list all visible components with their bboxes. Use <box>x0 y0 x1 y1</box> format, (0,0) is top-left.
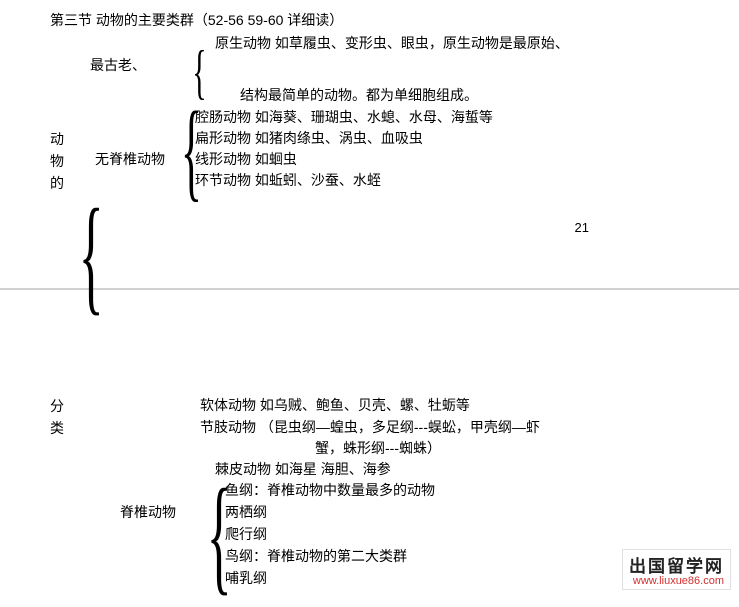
brace-icon: { <box>181 95 202 205</box>
brace-icon: { <box>207 470 232 600</box>
oldest-label: 最古老、 <box>90 55 146 75</box>
site-logo: 出国留学网 www.liuxue86.com <box>622 549 731 590</box>
bird-line: 鸟纲：脊椎动物的第二大类群 <box>225 546 407 566</box>
page-number: 21 <box>575 220 589 235</box>
left-vertical-label: 动物的 <box>50 128 66 194</box>
brace-icon: { <box>192 42 206 102</box>
echinoderm-line: 棘皮动物 如海星 海胆、海参 <box>215 459 391 479</box>
logo-sub-text: www.liuxue86.com <box>629 575 724 587</box>
page-section-2: 分类 软体动物 如乌贼、鲍鱼、贝壳、螺、牡蛎等 节肢动物 （昆虫纲—蝗虫，多足纲… <box>0 290 739 595</box>
simple-struct: 结构最简单的动物。都为单细胞组成。 <box>240 85 478 105</box>
page-section-1: 第三节 动物的主要类群（52-56 59-60 详细读） 原生动物 如草履虫、变… <box>0 0 739 290</box>
fish-line: 鱼纲：脊椎动物中数量最多的动物 <box>225 480 435 500</box>
annelid-line: 环节动物 如蚯蚓、沙蚕、水蛭 <box>195 170 381 190</box>
section-title: 第三节 动物的主要类群（52-56 59-60 详细读） <box>50 10 739 30</box>
coelenterate-line: 腔肠动物 如海葵、珊瑚虫、水螅、水母、海蜇等 <box>195 107 493 127</box>
logo-main-text: 出国留学网 <box>629 552 724 577</box>
mollusk-line: 软体动物 如乌贼、鲍鱼、贝壳、螺、牡蛎等 <box>200 395 470 415</box>
roundworm-line: 线形动物 如蛔虫 <box>195 149 297 169</box>
arthropod-line2: 蟹，蛛形纲---蜘蛛） <box>315 438 441 458</box>
flatworm-line: 扁形动物 如猪肉绦虫、涡虫、血吸虫 <box>195 128 423 148</box>
protozoa-line: 原生动物 如草履虫、变形虫、眼虫，原生动物是最原始、 <box>215 33 569 53</box>
arthropod-line: 节肢动物 （昆虫纲—蝗虫，多足纲---蜈蚣，甲壳纲—虾 <box>200 417 540 437</box>
invertebrate-label: 无脊椎动物 <box>95 149 165 169</box>
class-vertical-label: 分类 <box>50 395 66 439</box>
vertebrate-label: 脊椎动物 <box>120 502 176 522</box>
